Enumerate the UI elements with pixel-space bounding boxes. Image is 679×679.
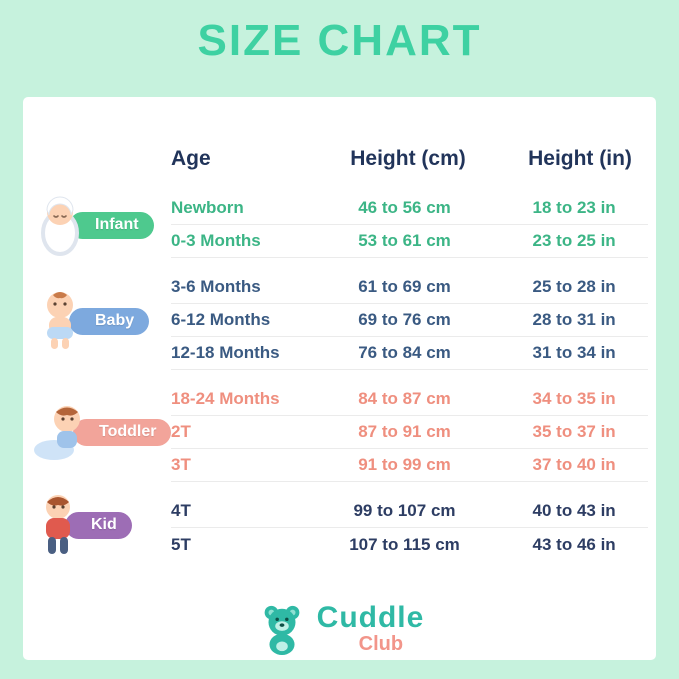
kid-illustration: [46, 495, 70, 554]
height-in-cell: 37 to 40 in: [532, 455, 616, 474]
height-cm-cell: 46 to 56 cm: [358, 198, 451, 217]
height-in-cell: 40 to 43 in: [532, 501, 616, 520]
height-cm-cell: 87 to 91 cm: [358, 422, 451, 441]
height-in-cell: 43 to 46 in: [532, 534, 616, 554]
group-label: Infant: [69, 211, 154, 239]
height-in-cell: 35 to 37 in: [532, 422, 616, 441]
toddler-illustration: [34, 406, 80, 460]
brand-text: Cuddle Club: [317, 601, 425, 656]
group-badge-toddler: Toddler: [33, 400, 172, 464]
height-cm-cell: 76 to 84 cm: [358, 343, 451, 362]
height-cm-cell: 69 to 76 cm: [358, 310, 451, 329]
group-badge-infant: Infant: [33, 193, 154, 257]
bear-icon: [264, 605, 300, 655]
age-cell: 0-3 Months: [171, 231, 261, 250]
age-cell: 4T: [171, 501, 191, 520]
age-cell: 2T: [171, 422, 191, 441]
brand-name: Cuddle: [316, 600, 425, 634]
table-row: 3T 91 to 99 cm 37 to 40 in: [171, 449, 648, 482]
group-label: Baby: [69, 307, 150, 335]
table-header: Age Height (cm) Height (in): [171, 147, 655, 171]
table-row: 3-6 Months 61 to 69 cm 25 to 28 in: [171, 271, 648, 304]
height-in-cell: 31 to 34 in: [532, 343, 616, 362]
table-row: 12-18 Months 76 to 84 cm 31 to 34 in: [171, 337, 648, 370]
group-label: Kid: [65, 511, 132, 539]
brand-logo: Cuddle Club: [23, 600, 656, 656]
group-label: Toddler: [73, 418, 172, 446]
infant-illustration: [41, 196, 79, 256]
table-row: Newborn 46 to 56 cm 18 to 23 in: [171, 192, 648, 225]
height-cm-cell: 99 to 107 cm: [353, 501, 456, 520]
table-row: 6-12 Months 69 to 76 cm 28 to 31 in: [171, 304, 648, 337]
height-in-cell: 23 to 25 in: [532, 231, 616, 250]
age-cell: Newborn: [171, 198, 244, 217]
table-row: 5T 107 to 115 cm 43 to 46 in: [171, 528, 648, 561]
height-in-cell: 18 to 23 in: [532, 198, 616, 217]
header-height-in: Height (in): [528, 147, 632, 170]
table-row: 0-3 Months 53 to 61 cm 23 to 25 in: [171, 225, 648, 258]
height-cm-cell: 107 to 115 cm: [349, 534, 460, 554]
table-row: 2T 87 to 91 cm 35 to 37 in: [171, 416, 648, 449]
table-body: Newborn 46 to 56 cm 18 to 23 in 0-3 Mont…: [171, 192, 648, 561]
table-row: 4T 99 to 107 cm 40 to 43 in: [171, 495, 648, 528]
height-cm-cell: 61 to 69 cm: [358, 277, 451, 296]
age-cell: 18-24 Months: [171, 389, 280, 408]
age-cell: 3-6 Months: [171, 277, 261, 296]
height-in-cell: 28 to 31 in: [532, 310, 616, 329]
height-cm-cell: 53 to 61 cm: [358, 231, 451, 250]
group-badge-kid: Kid: [33, 493, 132, 557]
header-age: Age: [171, 147, 211, 170]
header-height-cm: Height (cm): [350, 147, 466, 170]
age-cell: 6-12 Months: [171, 310, 271, 329]
brand-subname: Club: [358, 632, 404, 655]
height-in-cell: 34 to 35 in: [532, 389, 616, 408]
size-chart-card: Age Height (cm) Height (in) Newborn 46 t…: [23, 97, 656, 660]
height-cm-cell: 91 to 99 cm: [358, 455, 451, 474]
age-cell: 3T: [171, 455, 191, 474]
height-in-cell: 25 to 28 in: [532, 277, 616, 296]
age-cell: 5T: [171, 534, 191, 554]
age-cell: 12-18 Months: [171, 343, 280, 362]
page-title: SIZE CHART: [197, 16, 482, 65]
table-row: 18-24 Months 84 to 87 cm 34 to 35 in: [171, 383, 648, 416]
group-badge-baby: Baby: [33, 289, 150, 353]
height-cm-cell: 84 to 87 cm: [358, 389, 451, 408]
baby-illustration: [47, 292, 73, 349]
